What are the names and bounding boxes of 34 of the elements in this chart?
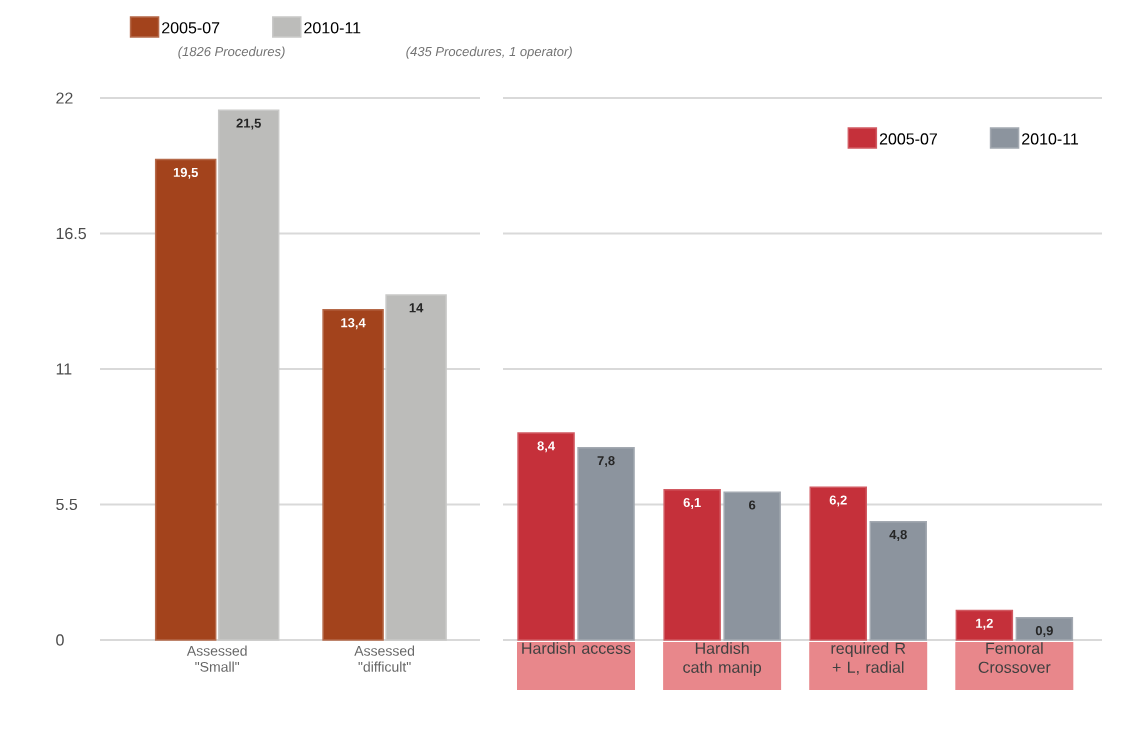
y-tick-label: 22 — [56, 92, 73, 104]
data-label: 19,5 — [173, 167, 198, 179]
data-label: 4,8 — [889, 529, 907, 542]
bar — [154, 158, 217, 641]
y-tick-label: 5.5 — [56, 498, 78, 511]
bar — [385, 294, 447, 641]
data-label: 8,4 — [537, 441, 556, 453]
bar — [322, 309, 384, 641]
y-tick-label: 16.5 — [56, 227, 86, 240]
x-tick-label: required R + L, radial — [831, 642, 906, 675]
data-label: 7,8 — [597, 456, 615, 468]
y-tick-label: 0 — [56, 634, 64, 646]
x-tick-label: Assessed "difficult" — [354, 645, 415, 672]
data-label: 1,2 — [976, 618, 993, 630]
legend-label: 2005-07 — [879, 133, 937, 145]
legend-label: 2010-11 — [304, 22, 361, 34]
x-tick-label: Hardish cath manip — [683, 642, 762, 677]
x-tick-label: Hardish access — [522, 642, 631, 654]
data-label: 14 — [409, 303, 424, 313]
data-label: 6 — [749, 500, 756, 510]
y-tick-label: 11 — [56, 363, 72, 375]
data-label: 6,1 — [683, 497, 701, 509]
legend-label: 2005-07 — [162, 22, 220, 34]
data-label: 6,2 — [829, 495, 847, 507]
x-tick-label: Femoral Crossover — [978, 642, 1051, 673]
bar — [1015, 617, 1074, 641]
data-label: 0,9 — [1035, 626, 1053, 638]
data-label: 21,5 — [236, 118, 261, 130]
legend-label: 2010-11 — [1022, 133, 1079, 145]
x-tick-label: Assessed "Small" — [186, 645, 247, 672]
data-label: 13,4 — [341, 318, 366, 330]
bar — [217, 109, 280, 641]
text: (1826 Procedures) — [178, 46, 285, 59]
text: (435 Procedures, 1 operator) — [406, 46, 572, 59]
